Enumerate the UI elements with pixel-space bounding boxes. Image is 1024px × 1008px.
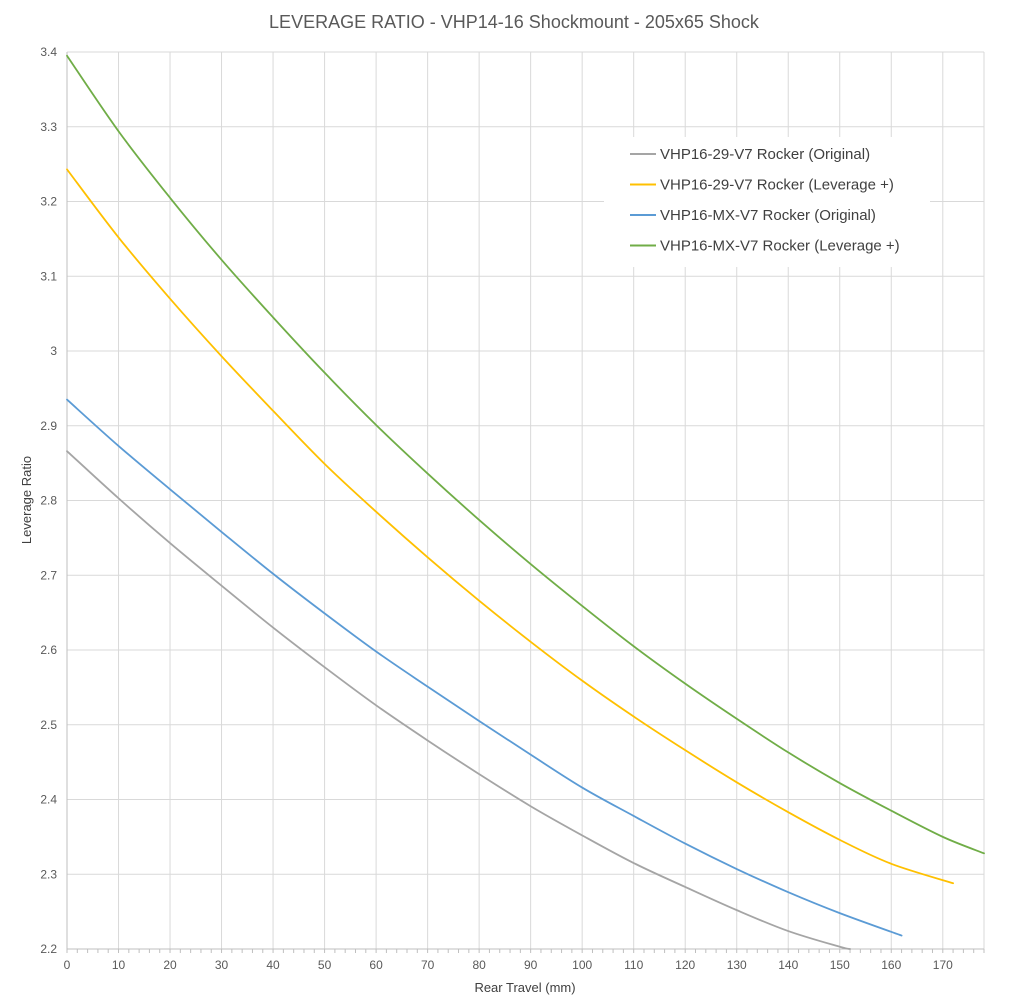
x-tick-label: 120 <box>675 958 695 972</box>
y-tick-label: 2.4 <box>40 793 57 807</box>
x-tick-label: 100 <box>572 958 592 972</box>
x-axis-title: Rear Travel (mm) <box>474 980 575 995</box>
y-tick-label: 2.5 <box>40 718 57 732</box>
legend: VHP16-29-V7 Rocker (Original) VHP16-29-V7… <box>604 137 930 267</box>
x-tick-label: 160 <box>881 958 901 972</box>
x-tick-label: 170 <box>933 958 953 972</box>
x-tick-label: 0 <box>64 958 71 972</box>
chart-title: LEVERAGE RATIO - VHP14-16 Shockmount - 2… <box>269 12 760 32</box>
x-tick-label: 110 <box>624 958 643 972</box>
y-tick-label: 2.9 <box>40 419 57 433</box>
legend-label: VHP16-MX-V7 Rocker (Original) <box>660 207 876 224</box>
x-tick-label: 10 <box>112 958 126 972</box>
y-axis-title: Leverage Ratio <box>19 456 34 544</box>
series-line-4 <box>66 54 985 855</box>
legend-label: VHP16-MX-V7 Rocker (Leverage +) <box>660 238 900 255</box>
legend-label: VHP16-29-V7 Rocker (Leverage +) <box>660 177 894 194</box>
y-tick-label: 3.4 <box>40 45 57 59</box>
axes: 2.2 2.3 2.4 2.5 2.6 2.7 2.8 2.9 3 3.1 3.2 3.3 3.4 0 10… <box>40 45 985 972</box>
x-tick-label: 150 <box>830 958 850 972</box>
legend-background <box>604 137 930 267</box>
series-line-3 <box>66 398 903 937</box>
series-line-1 <box>66 450 851 950</box>
y-tick-label: 3 <box>50 344 57 358</box>
y-tick-label: 2.6 <box>40 643 57 657</box>
x-tick-label: 140 <box>778 958 798 972</box>
y-tick-label: 3.1 <box>40 269 57 283</box>
x-tick-label: 130 <box>727 958 747 972</box>
x-tick-label: 80 <box>472 958 486 972</box>
series-lines <box>66 54 985 950</box>
y-tick-label: 2.2 <box>40 942 57 956</box>
y-tick-label: 2.3 <box>40 867 57 881</box>
y-tick-label: 3.3 <box>40 120 57 134</box>
x-tick-label: 70 <box>421 958 435 972</box>
y-tick-label: 2.7 <box>40 568 57 582</box>
x-tick-label: 50 <box>318 958 332 972</box>
y-tick-label: 2.8 <box>40 494 57 508</box>
x-tick-label: 90 <box>524 958 538 972</box>
x-tick-label: 40 <box>266 958 280 972</box>
x-tick-label: 20 <box>163 958 177 972</box>
series-line-2 <box>66 168 954 885</box>
y-tick-label: 3.2 <box>40 195 57 209</box>
x-tick-label: 60 <box>369 958 383 972</box>
x-tick-label: 30 <box>215 958 229 972</box>
legend-label: VHP16-29-V7 Rocker (Original) <box>660 146 870 163</box>
